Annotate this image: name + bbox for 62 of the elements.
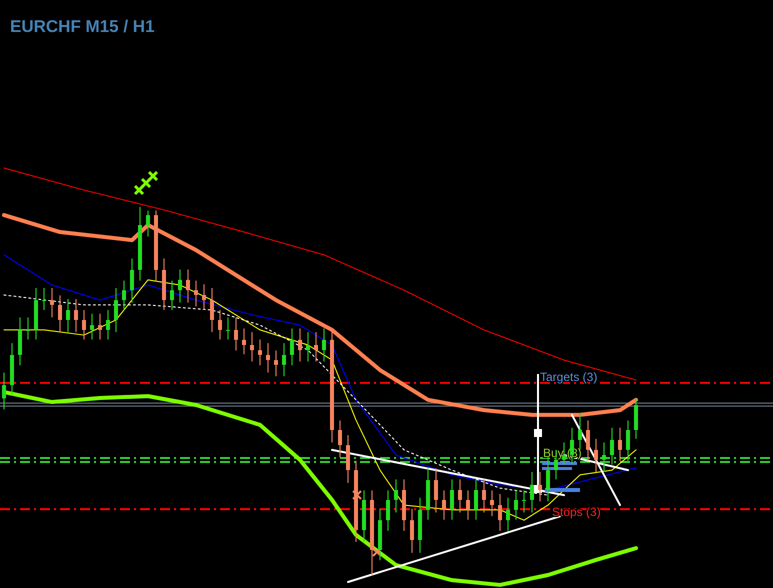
candlestick [202,284,206,311]
candlestick [74,298,78,333]
candlestick [602,442,606,472]
candlestick [626,420,630,462]
candlestick [434,468,438,513]
candlestick [170,280,174,311]
candlestick [242,328,246,355]
candlestick [442,490,446,520]
candlestick [2,372,6,410]
candlestick [66,298,70,333]
candlestick [338,420,342,458]
annotation: Stops (3) [552,505,601,519]
candlestick [218,310,222,340]
candlestick [90,313,94,340]
candlestick [194,280,198,307]
candlestick [322,328,326,362]
candlestick [458,478,462,513]
candlestick [42,287,46,311]
candlestick [82,310,86,340]
candlestick [610,427,614,466]
candlestick [58,294,62,333]
candlestick [226,316,230,340]
candlestick [474,478,478,520]
candlestick [210,287,214,333]
candlestick [410,508,414,554]
candlestick [514,490,518,520]
candlestick [122,280,126,311]
candlestick [26,316,30,340]
candlestick [146,210,150,237]
candlestick [186,269,190,304]
candlestick [306,332,310,362]
candlestick [386,490,390,532]
candlestick [98,313,102,340]
candlestick [234,316,238,352]
candlestick [106,310,110,340]
candlestick [250,332,254,362]
candlestick [498,494,502,532]
candlestick [586,420,590,462]
candlestick [506,497,510,532]
candlestick [298,328,302,362]
candlestick [266,342,270,374]
candlestick [282,342,286,377]
candlestick [538,471,542,502]
candlestick [130,258,134,304]
annotation: Targets (3) [540,370,598,384]
chart-title: EURCHF M15 / H1 [10,17,155,36]
candlestick [290,328,294,366]
candlestick [114,287,118,333]
candlestick [258,338,262,366]
candlestick [450,478,454,520]
candlestick [618,427,622,462]
candlestick [490,490,494,517]
candlestick [178,269,182,304]
candlestick [594,438,598,472]
candlestick [314,332,318,362]
candlestick [530,471,534,513]
candlestick [482,478,486,513]
candlestick [522,490,526,513]
candlestick [50,287,54,318]
candlestick [466,490,470,520]
candlestick [274,350,278,377]
candlestick [394,478,398,513]
